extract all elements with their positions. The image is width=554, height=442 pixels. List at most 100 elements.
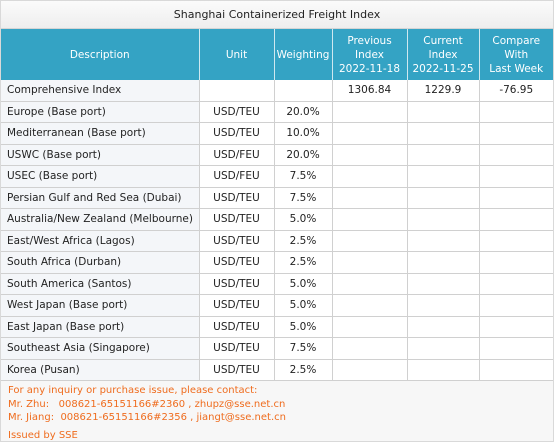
cell-current-index <box>407 187 480 209</box>
cell-description: Australia/New Zealand (Melbourne) <box>1 208 200 231</box>
table-row: South America (Santos) USD/TEU 5.0% <box>1 273 553 295</box>
cell-unit: USD/TEU <box>199 359 275 381</box>
table-row: Persian Gulf and Red Sea (Dubai) USD/TEU 7… <box>1 187 553 209</box>
cell-description: East/West Africa (Lagos) <box>1 230 200 252</box>
cell-description: USEC (Base port) <box>1 165 200 188</box>
cell-compare <box>479 122 553 145</box>
cell-unit: USD/TEU <box>199 337 275 360</box>
cell-unit: USD/TEU <box>199 251 275 274</box>
table-row: Korea (Pusan) USD/TEU 2.5% <box>1 359 553 381</box>
cell-previous-index <box>332 187 408 209</box>
table-row: Mediterranean (Base port) USD/TEU 10.0% <box>1 122 553 145</box>
contact-jiang: Mr. Jiang: 008621-65151166#2356 , jiangt… <box>8 412 286 423</box>
cell-current-index <box>407 144 480 166</box>
cell-weighting: 20.0% <box>274 144 333 166</box>
cell-compare <box>479 187 553 209</box>
cell-previous-index <box>332 122 408 145</box>
cell-unit: USD/FEU <box>199 144 275 166</box>
cell-description: Southeast Asia (Singapore) <box>1 337 200 360</box>
cell-current-index <box>407 294 480 317</box>
cell-current-index <box>407 273 480 295</box>
cell-compare <box>479 144 553 166</box>
cell-current-index <box>407 165 480 188</box>
col-header-current-index: Current Index 2022-11-25 <box>407 29 480 80</box>
cell-current-index <box>407 251 480 274</box>
cell-current-index <box>407 230 480 252</box>
cell-description: Europe (Base port) <box>1 101 200 123</box>
cell-unit: USD/TEU <box>199 208 275 231</box>
panel-title: Shanghai Containerized Freight Index <box>1 1 553 29</box>
cell-compare: -76.95 <box>479 80 553 102</box>
cell-current-index <box>407 208 480 231</box>
cell-compare <box>479 208 553 231</box>
cell-previous-index <box>332 101 408 123</box>
cell-weighting: 10.0% <box>274 122 333 145</box>
table-row: West Japan (Base port) USD/TEU 5.0% <box>1 294 553 317</box>
cell-unit: USD/TEU <box>199 101 275 123</box>
table-row: Australia/New Zealand (Melbourne) USD/TEU… <box>1 208 553 231</box>
cell-compare <box>479 251 553 274</box>
table-row: East Japan (Base port) USD/TEU 5.0% <box>1 316 553 338</box>
cell-unit: USD/TEU <box>199 122 275 145</box>
cell-weighting: 2.5% <box>274 230 333 252</box>
cell-weighting: 20.0% <box>274 101 333 123</box>
cell-unit: USD/TEU <box>199 187 275 209</box>
cell-previous-index <box>332 359 408 381</box>
cell-previous-index <box>332 273 408 295</box>
cell-weighting <box>274 80 333 102</box>
table-header-row: Description Unit Weighting Previous Inde… <box>1 29 553 80</box>
cell-weighting: 2.5% <box>274 251 333 274</box>
cell-description: West Japan (Base port) <box>1 294 200 317</box>
cell-description: Comprehensive Index <box>1 80 200 102</box>
cell-weighting: 5.0% <box>274 208 333 231</box>
cell-description: South Africa (Durban) <box>1 251 200 274</box>
cell-previous-index <box>332 208 408 231</box>
cell-unit: USD/TEU <box>199 230 275 252</box>
cell-description: Persian Gulf and Red Sea (Dubai) <box>1 187 200 209</box>
table-row: East/West Africa (Lagos) USD/TEU 2.5% <box>1 230 553 252</box>
cell-description: USWC (Base port) <box>1 144 200 166</box>
cell-compare <box>479 337 553 360</box>
cell-compare <box>479 230 553 252</box>
cell-compare <box>479 101 553 123</box>
cell-previous-index <box>332 230 408 252</box>
cell-current-index: 1229.9 <box>407 80 480 102</box>
cell-compare <box>479 165 553 188</box>
col-header-compare: Compare With Last Week <box>479 29 553 80</box>
cell-unit <box>199 80 275 102</box>
cell-weighting: 5.0% <box>274 273 333 295</box>
contact-notes: For any inquiry or purchase issue, pleas… <box>1 381 553 442</box>
cell-weighting: 7.5% <box>274 165 333 188</box>
cell-description: South America (Santos) <box>1 273 200 295</box>
cell-weighting: 7.5% <box>274 337 333 360</box>
cell-compare <box>479 294 553 317</box>
cell-description: East Japan (Base port) <box>1 316 200 338</box>
cell-weighting: 5.0% <box>274 316 333 338</box>
table-row: USEC (Base port) USD/FEU 7.5% <box>1 165 553 188</box>
cell-description: Korea (Pusan) <box>1 359 200 381</box>
contact-zhu: Mr. Zhu: 008621-65151166#2360 , zhupz@ss… <box>8 398 286 410</box>
cell-weighting: 2.5% <box>274 359 333 381</box>
cell-current-index <box>407 122 480 145</box>
col-header-previous-index: Previous Index 2022-11-18 <box>332 29 408 80</box>
cell-weighting: 7.5% <box>274 187 333 209</box>
cell-compare <box>479 359 553 381</box>
table-row: Europe (Base port) USD/TEU 20.0% <box>1 101 553 123</box>
cell-previous-index <box>332 294 408 317</box>
cell-weighting: 5.0% <box>274 294 333 317</box>
cell-previous-index <box>332 337 408 360</box>
col-header-weighting: Weighting <box>274 29 333 80</box>
cell-previous-index <box>332 251 408 274</box>
cell-unit: USD/TEU <box>199 316 275 338</box>
freight-index-table: Description Unit Weighting Previous Inde… <box>1 29 553 381</box>
col-header-description: Description <box>1 29 200 80</box>
cell-previous-index: 1306.84 <box>332 80 408 102</box>
cell-compare <box>479 316 553 338</box>
cell-previous-index <box>332 144 408 166</box>
cell-previous-index <box>332 165 408 188</box>
cell-previous-index <box>332 316 408 338</box>
issued-by: Issued by SSE <box>8 429 78 441</box>
cell-unit: USD/TEU <box>199 273 275 295</box>
cell-unit: USD/TEU <box>199 294 275 317</box>
